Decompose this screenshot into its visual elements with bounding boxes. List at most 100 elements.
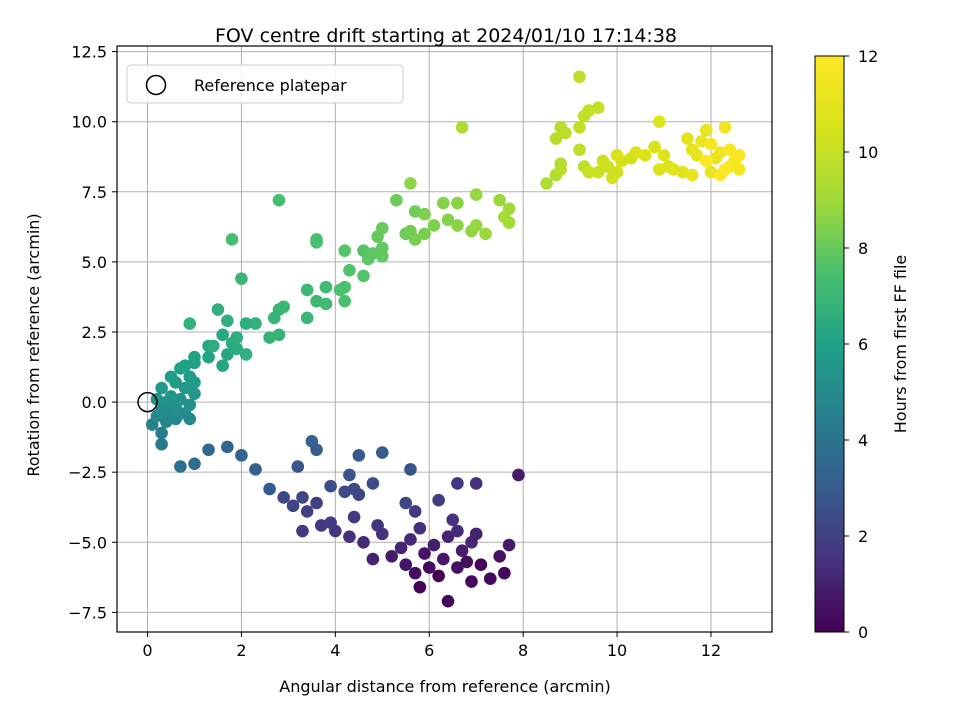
colorbar-tick-label: 2 — [858, 527, 868, 546]
colorbar-tick-label: 8 — [858, 239, 868, 258]
colorbar — [814, 55, 845, 633]
data-point — [300, 283, 314, 297]
data-point — [188, 350, 201, 364]
data-point — [211, 303, 225, 316]
data-point — [732, 163, 746, 176]
data-point — [343, 530, 356, 543]
data-point — [277, 300, 290, 314]
data-point — [155, 426, 168, 440]
x-tick-label: 8 — [518, 641, 528, 660]
data-point — [343, 264, 356, 277]
data-point — [441, 594, 455, 608]
data-point — [549, 132, 563, 145]
data-point — [164, 370, 178, 384]
y-tick-label: 7.5 — [82, 183, 107, 202]
data-point — [460, 555, 474, 569]
data-point — [202, 350, 215, 364]
data-point — [498, 566, 511, 580]
y-axis-ticks: −7.5 −5.0 −2.5 0.0 2.5 5.0 7.5 10.0 12.5 — [68, 43, 117, 622]
data-point — [455, 544, 469, 557]
data-point — [310, 496, 323, 510]
data-point — [573, 143, 586, 157]
data-point — [319, 280, 333, 294]
data-point — [413, 580, 427, 594]
colorbar-tick-label: 10 — [858, 143, 878, 162]
data-point — [559, 126, 572, 140]
data-point — [375, 221, 389, 235]
y-tick-label: −2.5 — [68, 463, 107, 482]
data-point — [263, 482, 276, 496]
data-point — [596, 154, 610, 168]
data-point — [699, 154, 713, 168]
data-point — [408, 505, 422, 518]
x-tick-label: 4 — [330, 641, 340, 660]
data-point — [249, 317, 262, 330]
x-tick-label: 10 — [607, 641, 627, 660]
data-point — [427, 219, 441, 232]
colorbar-tick-label: 0 — [858, 623, 868, 642]
data-point — [408, 233, 422, 246]
data-point — [235, 272, 248, 286]
data-point — [310, 233, 323, 246]
legend-label: Reference platepar — [194, 76, 347, 95]
data-point — [404, 463, 417, 476]
data-point — [432, 493, 445, 507]
data-point — [690, 149, 704, 162]
data-point — [296, 524, 309, 538]
data-point — [202, 443, 215, 457]
data-point — [699, 123, 713, 137]
plot-frame — [116, 45, 773, 633]
data-point — [404, 177, 417, 190]
y-tick-label: 0.0 — [82, 393, 107, 412]
data-point — [375, 241, 389, 255]
data-point — [390, 193, 403, 207]
colorbar-tick-label: 4 — [858, 431, 868, 450]
y-tick-label: 12.5 — [71, 43, 107, 62]
data-point — [422, 561, 436, 574]
data-point — [338, 294, 352, 308]
data-point — [235, 449, 248, 462]
data-point — [451, 196, 464, 210]
data-point — [404, 533, 417, 546]
data-point — [174, 460, 187, 473]
data-point — [418, 227, 431, 241]
data-point — [188, 387, 201, 400]
data-point — [305, 435, 319, 448]
y-tick-label: −7.5 — [68, 603, 107, 622]
data-point — [657, 149, 671, 162]
data-point — [591, 165, 605, 179]
data-point — [352, 449, 366, 462]
data-point — [178, 381, 192, 395]
grid-lines — [117, 46, 772, 632]
data-point — [437, 552, 450, 566]
data-point — [286, 499, 300, 513]
data-point — [324, 516, 337, 529]
chart-title: FOV centre drift starting at 2024/01/10 … — [215, 25, 677, 47]
data-point — [343, 468, 356, 482]
data-point — [300, 311, 314, 325]
data-point — [371, 519, 384, 532]
data-point — [272, 193, 286, 207]
data-point — [216, 359, 229, 372]
data-point — [324, 479, 337, 493]
data-point — [441, 530, 455, 543]
data-points — [145, 70, 746, 608]
y-tick-label: 5.0 — [82, 253, 107, 272]
data-point — [399, 496, 413, 510]
data-point — [479, 227, 492, 241]
data-point — [610, 165, 624, 179]
data-point — [399, 558, 413, 572]
legend-box — [126, 64, 404, 104]
data-point — [155, 437, 168, 451]
data-point — [164, 390, 178, 403]
colorbar-ticks: 0 2 4 6 8 10 12 — [844, 47, 878, 642]
data-point — [512, 468, 525, 482]
data-point — [451, 477, 464, 490]
data-point — [554, 163, 568, 176]
data-point — [451, 561, 464, 574]
data-point — [732, 149, 746, 162]
x-tick-label: 0 — [142, 641, 152, 660]
data-point — [183, 370, 197, 384]
data-point — [361, 252, 375, 266]
